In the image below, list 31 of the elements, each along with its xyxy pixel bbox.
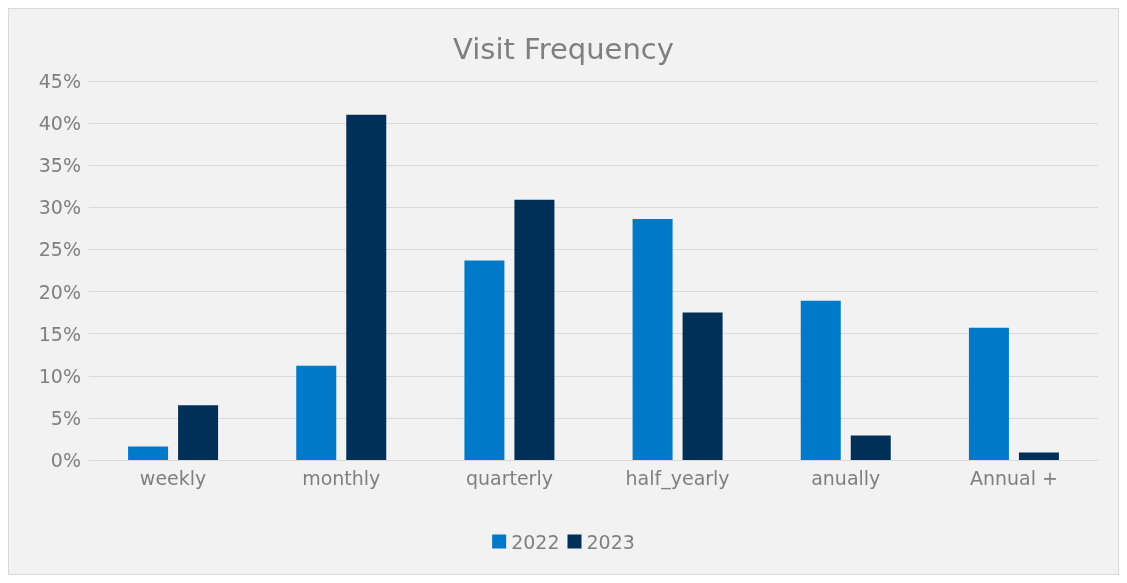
bar (128, 446, 169, 460)
y-tick-label: 15% (38, 322, 81, 345)
bar (1018, 452, 1059, 460)
y-tick-label: 30% (38, 196, 81, 219)
y-tick-label: 35% (38, 154, 81, 177)
x-tick-label: weekly (139, 466, 207, 489)
y-tick-label: 20% (38, 280, 81, 303)
bar (682, 312, 723, 460)
x-tick-label: anually (811, 466, 881, 489)
x-tick-label: quarterly (465, 466, 553, 489)
bar (464, 260, 505, 460)
x-tick-label: Annual + (969, 466, 1058, 489)
legend-label: 2022 (511, 530, 560, 553)
x-tick-label: half_yearly (625, 466, 730, 490)
bar (800, 300, 841, 460)
legend-label: 2023 (586, 530, 635, 553)
x-tick-label: monthly (302, 466, 381, 489)
y-tick-label: 45% (38, 70, 81, 92)
bar (178, 405, 219, 460)
bar (850, 435, 891, 460)
bar (296, 365, 337, 460)
bar (632, 219, 673, 460)
bar (514, 199, 555, 460)
chart-title: Visit Frequency (453, 31, 674, 66)
y-tick-label: 25% (38, 238, 81, 261)
y-tick-label: 10% (38, 364, 81, 387)
bar (346, 114, 387, 460)
bar (968, 327, 1009, 460)
y-tick-label: 40% (38, 112, 81, 135)
y-tick-label: 0% (50, 449, 81, 471)
y-tick-label: 5% (50, 406, 81, 429)
